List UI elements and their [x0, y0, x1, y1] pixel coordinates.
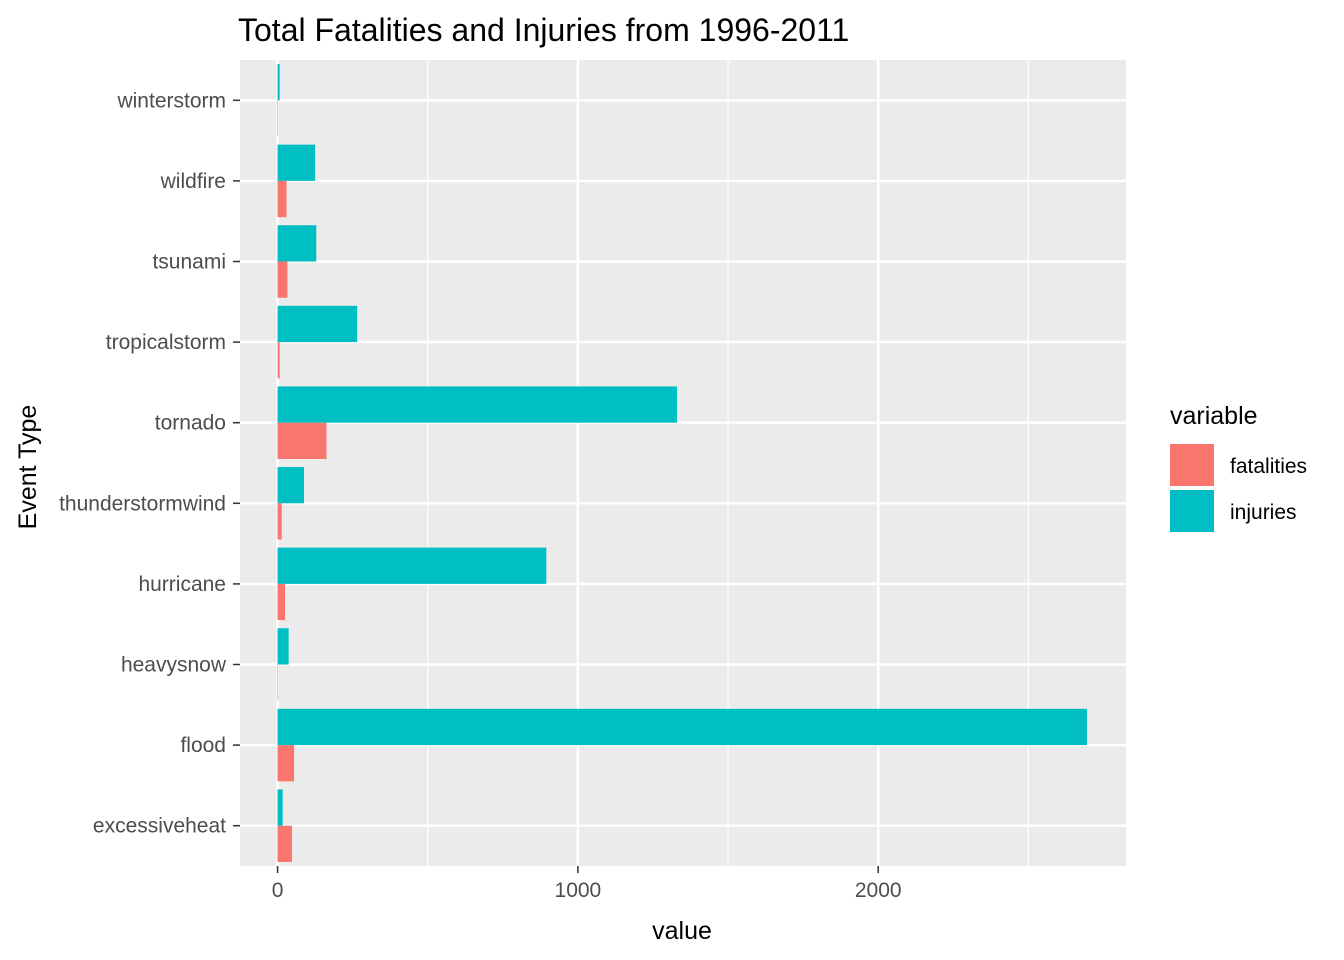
legend-key-fatalities — [1170, 444, 1214, 486]
bar-injuries — [277, 708, 1087, 746]
bars — [277, 64, 1087, 862]
y-tick-label: excessiveheat — [93, 815, 226, 838]
x-tick-label: 2000 — [855, 879, 902, 902]
bar-injuries — [277, 467, 304, 504]
bar-fatalities — [277, 342, 280, 379]
legend: variable fatalities injuries — [1170, 402, 1307, 532]
x-axis-ticks: 0 1000 2000 — [272, 866, 902, 902]
y-axis-ticks: winterstorm wildfire tsunami tropicalstorm t… — [59, 89, 240, 838]
bar-fatalities — [277, 503, 282, 540]
bar-fatalities — [277, 583, 286, 621]
bar-fatalities — [277, 664, 279, 701]
bar-fatalities — [277, 261, 288, 298]
y-tick-label: thunderstormwind — [59, 492, 226, 515]
x-tick-label: 0 — [272, 879, 284, 902]
y-tick-label: flood — [180, 734, 226, 757]
x-axis-title: value — [652, 917, 712, 945]
y-tick-label: hurricane — [138, 573, 226, 596]
legend-label-injuries: injuries — [1230, 501, 1297, 524]
x-tick-label: 1000 — [555, 879, 602, 902]
legend-label-fatalities: fatalities — [1230, 455, 1307, 478]
bar-fatalities — [277, 825, 292, 862]
bar-injuries — [277, 225, 317, 262]
bar-injuries — [277, 628, 289, 665]
bar-fatalities — [277, 745, 295, 782]
legend-title: variable — [1170, 402, 1258, 430]
y-tick-label: wildfire — [160, 170, 226, 193]
y-axis-title: Event Type — [14, 405, 42, 530]
bar-fatalities — [277, 100, 279, 137]
bar-fatalities — [277, 180, 287, 218]
bar-injuries — [277, 386, 677, 423]
y-tick-label: tropicalstorm — [106, 331, 226, 354]
y-tick-label: heavysnow — [121, 654, 227, 677]
legend-key-injuries — [1170, 490, 1214, 532]
y-tick-label: winterstorm — [116, 89, 226, 112]
bar-injuries — [277, 144, 316, 181]
bar-injuries — [277, 64, 280, 101]
bar-injuries — [277, 789, 283, 826]
y-tick-label: tornado — [155, 412, 226, 435]
bar-injuries — [277, 305, 358, 343]
y-tick-label: tsunami — [152, 251, 226, 274]
chart-title: Total Fatalities and Injuries from 1996-… — [238, 12, 849, 48]
bar-fatalities — [277, 422, 327, 459]
bar-injuries — [277, 547, 547, 584]
